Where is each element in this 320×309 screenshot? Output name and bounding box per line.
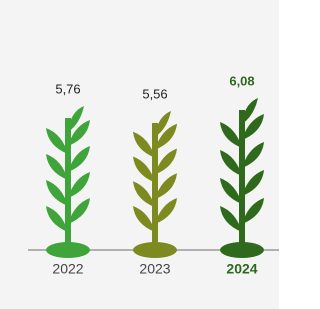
chart: 5,76 2022 5,56 2023 6,08 2024 [0, 0, 279, 309]
value-label: 6,08 [229, 73, 254, 88]
value-label: 5,76 [55, 81, 80, 96]
page: 5,7620225,5620236,082024 (() => { const … [0, 0, 320, 309]
x-tick-label: 2022 [52, 261, 83, 277]
x-tick-label: 2023 [139, 261, 170, 277]
value-label: 5,56 [142, 86, 167, 101]
x-tick-label: 2024 [226, 261, 257, 277]
